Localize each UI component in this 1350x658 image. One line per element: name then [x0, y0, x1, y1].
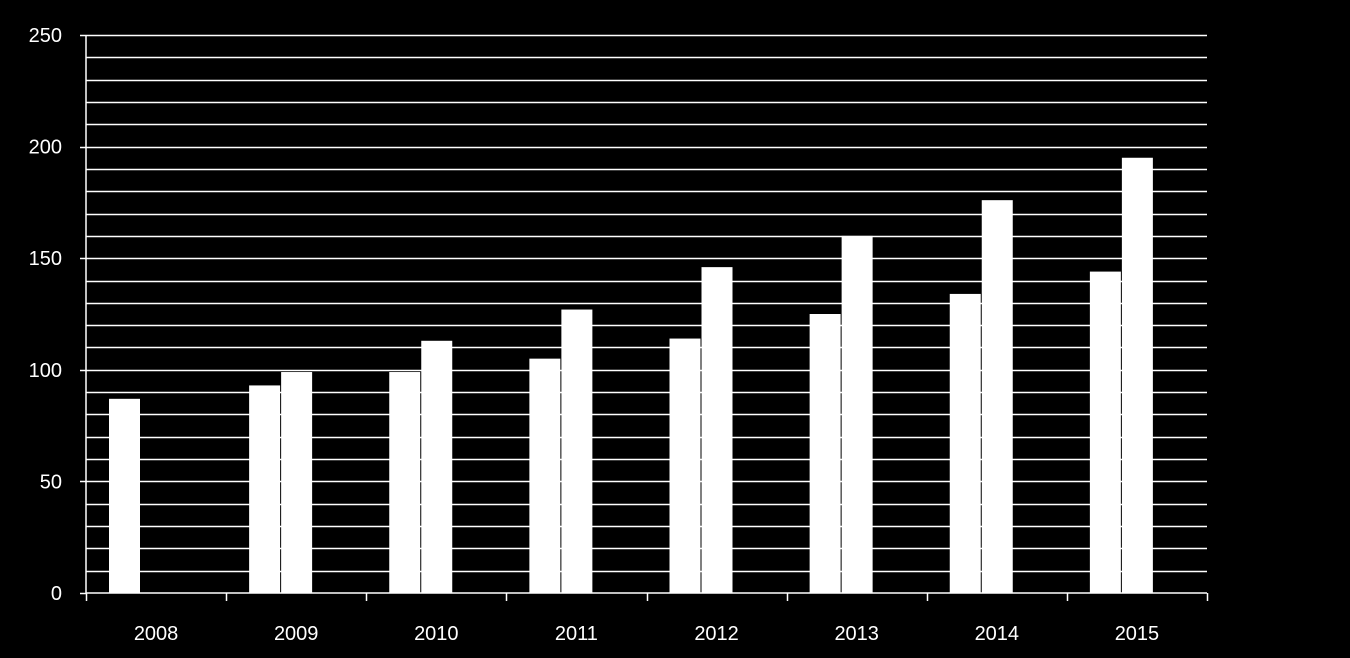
- x-tick-label: 2015: [1115, 623, 1160, 645]
- bar: [561, 309, 593, 593]
- y-tick-label: 150: [29, 248, 62, 270]
- x-tick-label: 2009: [274, 623, 319, 645]
- bar: [389, 372, 421, 593]
- x-tick-label: 2010: [414, 623, 459, 645]
- x-tick-label: 2012: [694, 623, 739, 645]
- bar: [109, 398, 140, 593]
- bar: [1121, 157, 1153, 593]
- bar: [981, 200, 1013, 593]
- bar: [841, 235, 873, 593]
- bar: [281, 372, 313, 593]
- y-tick-label: 0: [51, 583, 62, 605]
- bar: [669, 338, 701, 593]
- y-tick-label: 200: [29, 137, 62, 159]
- x-tick-label: 2011: [555, 623, 598, 645]
- bar: [249, 385, 281, 593]
- bar: [1089, 271, 1121, 593]
- x-tick-label: 2008: [134, 623, 179, 645]
- bar: [809, 314, 841, 593]
- x-tick-labels: 2008 2009 2010 2011 2012 2013 2014 2015: [134, 623, 1159, 645]
- bar: [949, 293, 981, 593]
- bars: [109, 157, 1153, 593]
- bar: [529, 358, 561, 593]
- y-tick-label: 250: [29, 25, 62, 47]
- y-tick-labels: 0 50 100 150 200 250: [29, 25, 62, 605]
- y-tick-label: 100: [29, 360, 62, 382]
- x-tick-label: 2013: [834, 623, 879, 645]
- y-tick-label: 50: [40, 471, 62, 493]
- x-tick-label: 2014: [975, 623, 1020, 645]
- bar: [701, 267, 733, 593]
- axes: [80, 34, 1209, 601]
- bar: [421, 340, 453, 593]
